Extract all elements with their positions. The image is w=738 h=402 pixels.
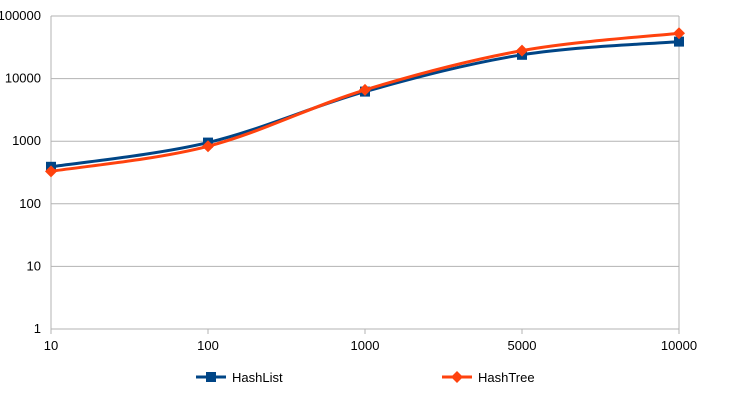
data-point-hashtree-100	[202, 140, 214, 153]
legend-label-hashlist: HashList	[232, 370, 283, 385]
y-tick-label-1000: 1000	[12, 133, 41, 148]
y-tick-label-100: 100	[19, 196, 41, 211]
legend-marker-hashlist	[206, 372, 216, 382]
series-hashlist	[46, 36, 684, 172]
gridlines	[50, 15, 680, 334]
series-line-hashtree	[50, 31, 680, 173]
y-tick-label-1: 1	[34, 321, 41, 336]
series-line-hashlist	[50, 40, 680, 169]
data-point-hashlist-10000	[674, 36, 684, 47]
legend-label-hashtree: HashTree	[478, 370, 535, 385]
x-tick-label-100: 100	[197, 338, 219, 353]
legend-marker-hashtree	[451, 371, 463, 383]
legend-item-hashtree: HashTree	[442, 370, 535, 385]
legend: HashList HashTree	[196, 370, 535, 385]
y-axis-tick-labels: 1 10 100 1000 10000 100000	[0, 8, 41, 336]
y-tick-label-10: 10	[27, 258, 41, 273]
series-group	[45, 27, 685, 178]
x-axis-tick-labels: 10 100 1000 5000 10000	[44, 338, 697, 353]
data-point-hashtree-5000	[516, 44, 528, 57]
x-tick-label-5000: 5000	[508, 338, 537, 353]
x-tick-label-10000: 10000	[661, 338, 697, 353]
y-tick-label-10000: 10000	[5, 71, 41, 86]
data-point-hashtree-10000	[673, 27, 685, 40]
x-tick-label-10: 10	[44, 338, 58, 353]
x-tick-label-1000: 1000	[351, 338, 380, 353]
legend-item-hashlist: HashList	[196, 370, 283, 385]
data-point-hashtree-1000	[359, 83, 371, 96]
data-point-hashtree-10	[45, 165, 57, 178]
series-hashtree	[45, 27, 685, 178]
y-tick-label-100000: 100000	[0, 8, 41, 23]
